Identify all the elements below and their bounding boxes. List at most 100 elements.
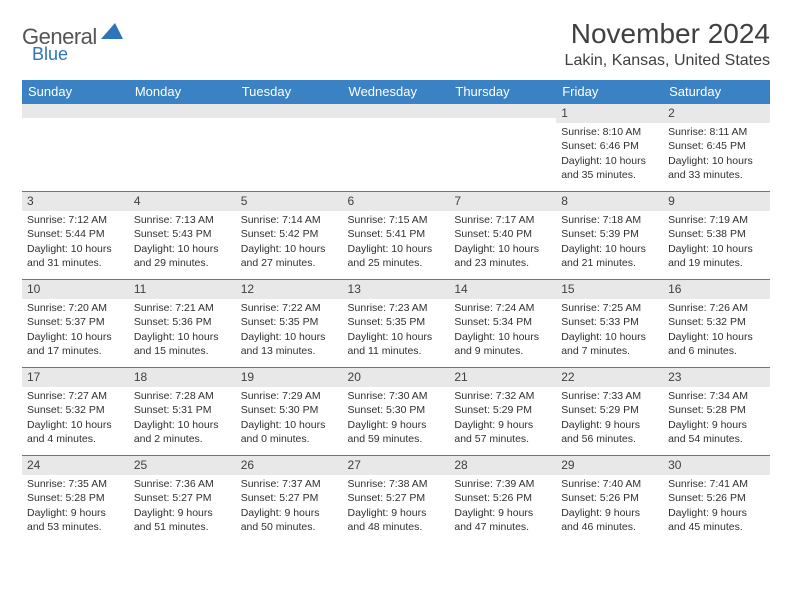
day-number: 4 <box>134 193 231 209</box>
daylight-text: Daylight: 10 hours and 17 minutes. <box>27 330 124 358</box>
day-cell: 5Sunrise: 7:14 AMSunset: 5:42 PMDaylight… <box>236 192 343 280</box>
daylight-text: Daylight: 10 hours and 11 minutes. <box>348 330 445 358</box>
calendar-head: SundayMondayTuesdayWednesdayThursdayFrid… <box>22 80 770 104</box>
day-number: 19 <box>241 369 338 385</box>
day-cell: 25Sunrise: 7:36 AMSunset: 5:27 PMDayligh… <box>129 456 236 544</box>
sunrise-text: Sunrise: 8:11 AM <box>668 125 765 139</box>
sunset-text: Sunset: 6:46 PM <box>561 139 658 153</box>
daylight-text: Daylight: 10 hours and 19 minutes. <box>668 242 765 270</box>
sunset-text: Sunset: 5:27 PM <box>241 491 338 505</box>
day-cell: 15Sunrise: 7:25 AMSunset: 5:33 PMDayligh… <box>556 280 663 368</box>
day-number: 25 <box>134 457 231 473</box>
day-cell: 21Sunrise: 7:32 AMSunset: 5:29 PMDayligh… <box>449 368 556 456</box>
day-cell: 8Sunrise: 7:18 AMSunset: 5:39 PMDaylight… <box>556 192 663 280</box>
sunrise-text: Sunrise: 7:12 AM <box>27 213 124 227</box>
day-cell: 29Sunrise: 7:40 AMSunset: 5:26 PMDayligh… <box>556 456 663 544</box>
daylight-text: Daylight: 9 hours and 45 minutes. <box>668 506 765 534</box>
sunrise-text: Sunrise: 7:30 AM <box>348 389 445 403</box>
daylight-text: Daylight: 10 hours and 33 minutes. <box>668 154 765 182</box>
empty-cell <box>343 104 450 192</box>
day-header: Tuesday <box>236 80 343 104</box>
day-cell: 28Sunrise: 7:39 AMSunset: 5:26 PMDayligh… <box>449 456 556 544</box>
sunrise-text: Sunrise: 7:17 AM <box>454 213 551 227</box>
sunrise-text: Sunrise: 7:41 AM <box>668 477 765 491</box>
sunrise-text: Sunrise: 7:23 AM <box>348 301 445 315</box>
day-number: 6 <box>348 193 445 209</box>
calendar-body: 1Sunrise: 8:10 AMSunset: 6:46 PMDaylight… <box>22 104 770 544</box>
day-cell: 19Sunrise: 7:29 AMSunset: 5:30 PMDayligh… <box>236 368 343 456</box>
sunrise-text: Sunrise: 7:28 AM <box>134 389 231 403</box>
daylight-text: Daylight: 9 hours and 57 minutes. <box>454 418 551 446</box>
day-number: 7 <box>454 193 551 209</box>
sunrise-text: Sunrise: 7:27 AM <box>27 389 124 403</box>
daylight-text: Daylight: 9 hours and 46 minutes. <box>561 506 658 534</box>
sunset-text: Sunset: 5:29 PM <box>561 403 658 417</box>
sunset-text: Sunset: 5:30 PM <box>348 403 445 417</box>
sunset-text: Sunset: 5:39 PM <box>561 227 658 241</box>
sunrise-text: Sunrise: 7:40 AM <box>561 477 658 491</box>
sunset-text: Sunset: 5:35 PM <box>241 315 338 329</box>
day-cell: 4Sunrise: 7:13 AMSunset: 5:43 PMDaylight… <box>129 192 236 280</box>
sunrise-text: Sunrise: 7:22 AM <box>241 301 338 315</box>
day-cell: 1Sunrise: 8:10 AMSunset: 6:46 PMDaylight… <box>556 104 663 192</box>
daylight-text: Daylight: 10 hours and 25 minutes. <box>348 242 445 270</box>
sunrise-text: Sunrise: 7:24 AM <box>454 301 551 315</box>
day-number: 18 <box>134 369 231 385</box>
day-header: Thursday <box>449 80 556 104</box>
daylight-text: Daylight: 10 hours and 31 minutes. <box>27 242 124 270</box>
daylight-text: Daylight: 10 hours and 4 minutes. <box>27 418 124 446</box>
day-number: 2 <box>668 105 765 121</box>
daylight-text: Daylight: 10 hours and 21 minutes. <box>561 242 658 270</box>
calendar-row: 1Sunrise: 8:10 AMSunset: 6:46 PMDaylight… <box>22 104 770 192</box>
day-number: 28 <box>454 457 551 473</box>
calendar-row: 17Sunrise: 7:27 AMSunset: 5:32 PMDayligh… <box>22 368 770 456</box>
day-number: 5 <box>241 193 338 209</box>
sunset-text: Sunset: 5:42 PM <box>241 227 338 241</box>
day-number: 3 <box>27 193 124 209</box>
day-cell: 6Sunrise: 7:15 AMSunset: 5:41 PMDaylight… <box>343 192 450 280</box>
day-number: 21 <box>454 369 551 385</box>
sunset-text: Sunset: 5:44 PM <box>27 227 124 241</box>
location-text: Lakin, Kansas, United States <box>565 52 770 70</box>
sunrise-text: Sunrise: 7:33 AM <box>561 389 658 403</box>
day-number: 17 <box>27 369 124 385</box>
day-cell: 11Sunrise: 7:21 AMSunset: 5:36 PMDayligh… <box>129 280 236 368</box>
day-number: 10 <box>27 281 124 297</box>
day-number: 22 <box>561 369 658 385</box>
sunset-text: Sunset: 5:43 PM <box>134 227 231 241</box>
sunset-text: Sunset: 5:36 PM <box>134 315 231 329</box>
logo-word2: Blue <box>32 44 68 65</box>
daylight-text: Daylight: 9 hours and 54 minutes. <box>668 418 765 446</box>
day-number: 11 <box>134 281 231 297</box>
sunrise-text: Sunrise: 7:38 AM <box>348 477 445 491</box>
day-number: 13 <box>348 281 445 297</box>
sunset-text: Sunset: 5:28 PM <box>668 403 765 417</box>
daylight-text: Daylight: 10 hours and 9 minutes. <box>454 330 551 358</box>
sunset-text: Sunset: 5:37 PM <box>27 315 124 329</box>
sunset-text: Sunset: 5:32 PM <box>27 403 124 417</box>
sunset-text: Sunset: 5:40 PM <box>454 227 551 241</box>
sunset-text: Sunset: 5:28 PM <box>27 491 124 505</box>
sunrise-text: Sunrise: 7:21 AM <box>134 301 231 315</box>
sunset-text: Sunset: 5:41 PM <box>348 227 445 241</box>
daylight-text: Daylight: 10 hours and 7 minutes. <box>561 330 658 358</box>
sunrise-text: Sunrise: 7:36 AM <box>134 477 231 491</box>
day-number: 9 <box>668 193 765 209</box>
calendar-table: SundayMondayTuesdayWednesdayThursdayFrid… <box>22 80 770 544</box>
sunrise-text: Sunrise: 7:32 AM <box>454 389 551 403</box>
day-number: 26 <box>241 457 338 473</box>
sunrise-text: Sunrise: 7:18 AM <box>561 213 658 227</box>
day-number: 23 <box>668 369 765 385</box>
daylight-text: Daylight: 10 hours and 13 minutes. <box>241 330 338 358</box>
title-block: November 2024 Lakin, Kansas, United Stat… <box>565 18 770 70</box>
daylight-text: Daylight: 9 hours and 51 minutes. <box>134 506 231 534</box>
sunrise-text: Sunrise: 7:26 AM <box>668 301 765 315</box>
sunset-text: Sunset: 5:38 PM <box>668 227 765 241</box>
sunset-text: Sunset: 5:35 PM <box>348 315 445 329</box>
sunset-text: Sunset: 5:31 PM <box>134 403 231 417</box>
calendar-row: 24Sunrise: 7:35 AMSunset: 5:28 PMDayligh… <box>22 456 770 544</box>
day-cell: 10Sunrise: 7:20 AMSunset: 5:37 PMDayligh… <box>22 280 129 368</box>
sunrise-text: Sunrise: 7:19 AM <box>668 213 765 227</box>
day-number: 30 <box>668 457 765 473</box>
day-header: Monday <box>129 80 236 104</box>
